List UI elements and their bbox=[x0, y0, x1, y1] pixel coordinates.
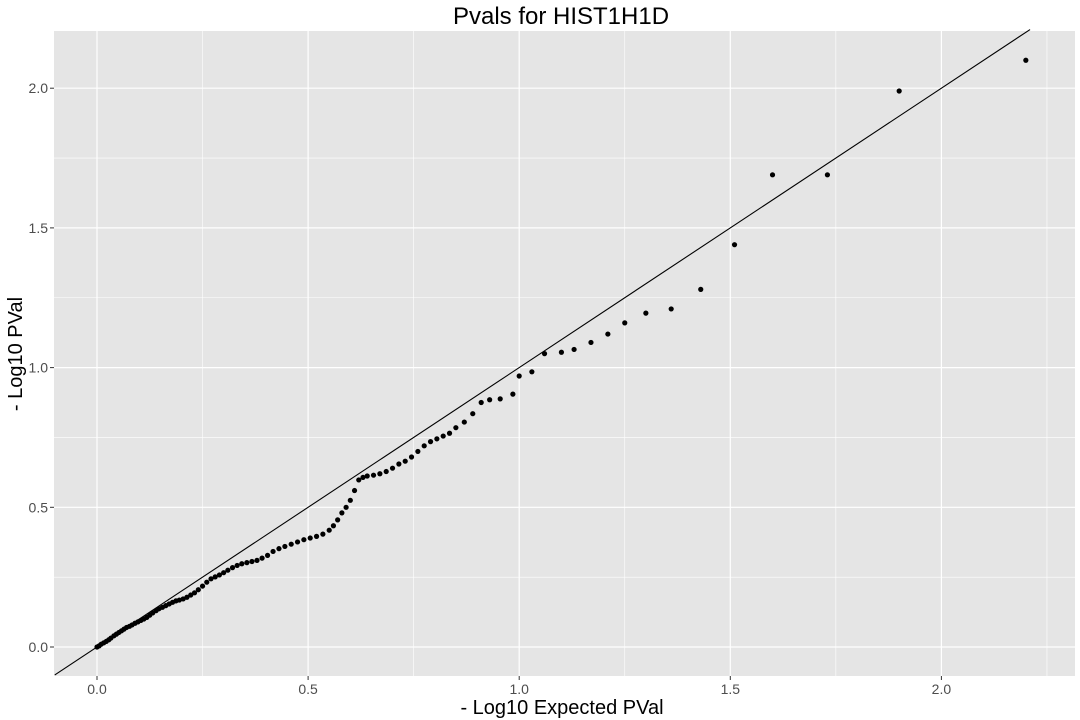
y-tick-label: 1.5 bbox=[29, 220, 49, 236]
data-point bbox=[446, 430, 453, 436]
data-point bbox=[487, 397, 493, 403]
data-point bbox=[270, 548, 276, 555]
data-point bbox=[824, 172, 831, 178]
data-point bbox=[326, 527, 332, 533]
data-point bbox=[643, 310, 649, 316]
plot-panel bbox=[54, 31, 1075, 676]
data-point bbox=[259, 555, 265, 561]
grid-lines bbox=[54, 31, 1075, 676]
data-point bbox=[282, 543, 288, 550]
data-point bbox=[347, 497, 353, 503]
y-tick-label: 2.0 bbox=[29, 80, 49, 96]
data-point bbox=[510, 391, 516, 397]
data-point bbox=[516, 373, 522, 379]
data-point bbox=[396, 461, 402, 467]
data-point bbox=[896, 88, 902, 94]
data-point bbox=[529, 369, 535, 375]
data-point bbox=[470, 411, 476, 417]
data-point bbox=[402, 458, 408, 464]
data-point bbox=[288, 541, 294, 547]
data-point bbox=[244, 560, 250, 566]
data-point bbox=[364, 473, 370, 479]
data-point bbox=[351, 487, 358, 494]
data-point bbox=[330, 523, 337, 529]
data-point bbox=[320, 531, 326, 537]
chart-title: Pvals for HIST1H1D bbox=[453, 3, 669, 30]
x-tick-label: 0.0 bbox=[87, 681, 107, 697]
data-point bbox=[558, 349, 565, 355]
data-point bbox=[199, 583, 206, 589]
data-point bbox=[571, 346, 577, 353]
data-point bbox=[453, 425, 459, 431]
data-point bbox=[668, 306, 674, 312]
data-point bbox=[541, 351, 548, 357]
data-point bbox=[731, 242, 738, 248]
data-point bbox=[254, 557, 260, 563]
data-point bbox=[622, 320, 628, 326]
data-point bbox=[239, 561, 245, 567]
x-tick-label: 2.0 bbox=[932, 681, 952, 697]
data-point bbox=[408, 454, 415, 460]
data-point bbox=[234, 562, 240, 569]
data-point bbox=[229, 565, 236, 571]
data-point bbox=[204, 579, 210, 585]
data-point bbox=[415, 448, 421, 455]
data-point bbox=[356, 477, 362, 483]
data-point bbox=[335, 517, 341, 523]
data-point bbox=[188, 592, 194, 598]
data-point bbox=[769, 172, 776, 178]
data-point bbox=[276, 546, 282, 552]
data-point bbox=[434, 436, 440, 442]
data-point bbox=[360, 474, 366, 481]
y-tick-label: 1.0 bbox=[29, 360, 49, 376]
data-point bbox=[605, 331, 611, 337]
data-point bbox=[301, 537, 307, 543]
x-tick-label: 1.0 bbox=[509, 681, 529, 697]
data-point bbox=[184, 594, 190, 600]
data-point bbox=[343, 504, 349, 510]
data-point bbox=[370, 472, 377, 478]
data-point bbox=[478, 399, 484, 406]
y-tick-label: 0.0 bbox=[29, 639, 49, 655]
data-point bbox=[191, 590, 198, 596]
data-point bbox=[294, 539, 301, 545]
x-tick-label: 1.5 bbox=[721, 681, 741, 697]
x-tick-label: 0.5 bbox=[298, 681, 318, 697]
data-point bbox=[389, 465, 396, 471]
data-point bbox=[339, 510, 345, 516]
x-axis-title: - Log10 Expected PVal bbox=[460, 697, 663, 719]
data-point bbox=[421, 443, 427, 449]
data-point bbox=[221, 570, 227, 576]
data-point bbox=[383, 468, 389, 475]
data-point bbox=[216, 572, 223, 578]
data-point bbox=[698, 286, 704, 292]
data-points bbox=[94, 57, 1029, 650]
data-point bbox=[212, 574, 218, 580]
data-point bbox=[249, 558, 255, 565]
data-point bbox=[1023, 57, 1029, 63]
data-point bbox=[225, 567, 231, 573]
data-point bbox=[427, 439, 434, 445]
data-point bbox=[264, 552, 271, 558]
y-tick-label: 0.5 bbox=[29, 499, 49, 515]
data-point bbox=[377, 471, 383, 477]
y-axis-ticks: 0.0 0.5 1.0 1.5 2.0 bbox=[29, 80, 54, 655]
data-point bbox=[195, 587, 201, 593]
data-point bbox=[307, 535, 313, 541]
data-point bbox=[588, 339, 594, 346]
data-point bbox=[313, 533, 320, 539]
y-axis-title: - Log10 PVal bbox=[5, 297, 27, 411]
data-point bbox=[497, 396, 503, 402]
x-axis-ticks: 0.0 0.5 1.0 1.5 2.0 bbox=[87, 676, 951, 697]
data-point bbox=[461, 419, 467, 425]
data-point bbox=[208, 576, 214, 582]
data-point bbox=[440, 433, 446, 439]
